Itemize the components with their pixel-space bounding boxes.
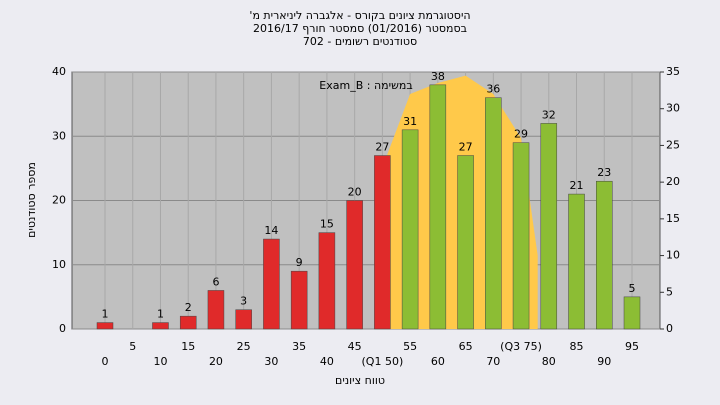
x-tick-label: 35 <box>292 340 306 353</box>
y2-tick-label: 35 <box>666 65 680 78</box>
value-label: 1 <box>102 308 109 321</box>
x-tick-label: 55 <box>403 340 417 353</box>
bar <box>179 315 197 330</box>
title-line: בסמסטר (01/2016) סמסטר חורף 2016/17 <box>253 22 467 35</box>
x-tick-label: 45 <box>348 340 362 353</box>
x-tick-label: 0 <box>102 355 109 368</box>
annotation: Exam_B : במשימה <box>319 79 412 92</box>
x-tick-label: 85 <box>570 340 584 353</box>
x-tick-label: (Q1 50) <box>362 355 404 368</box>
bar <box>596 180 613 330</box>
value-label: 5 <box>629 282 636 295</box>
x-tick-label: 25 <box>237 340 251 353</box>
x-tick-label: 40 <box>320 355 334 368</box>
y-tick-label: 40 <box>52 65 66 78</box>
value-label: 29 <box>514 128 528 141</box>
x-tick-label: 20 <box>209 355 223 368</box>
bar <box>429 84 447 330</box>
value-label: 31 <box>403 115 417 128</box>
value-label: 14 <box>264 224 278 237</box>
y2-tick-label: 5 <box>666 285 673 298</box>
x-tick-label: 30 <box>264 355 278 368</box>
value-label: 27 <box>375 141 389 154</box>
y2-tick-label: 0 <box>666 322 673 335</box>
bar <box>96 322 114 330</box>
value-label: 27 <box>459 141 473 154</box>
value-label: 2 <box>185 301 192 314</box>
x-tick-label: 70 <box>486 355 500 368</box>
y-tick-label: 30 <box>52 129 66 142</box>
value-label: 15 <box>320 218 334 231</box>
x-tick-label: 90 <box>597 355 611 368</box>
bar <box>318 232 336 330</box>
y-tick-label: 20 <box>52 194 66 207</box>
bar <box>290 270 308 330</box>
title-line: סטודנטים רשומים - 702 <box>303 35 417 48</box>
value-label: 6 <box>212 275 219 288</box>
bar <box>540 123 558 330</box>
y-axis-title: מספר סטודנטים <box>25 162 38 238</box>
bar <box>152 322 169 330</box>
bar <box>457 155 474 330</box>
bar <box>512 142 530 330</box>
x-tick-label: 15 <box>181 340 195 353</box>
x-tick-label: 80 <box>542 355 556 368</box>
bar <box>207 290 225 330</box>
y2-tick-label: 30 <box>666 102 680 115</box>
y-tick-label: 0 <box>59 322 66 335</box>
x-tick-label: 95 <box>625 340 639 353</box>
title-line: 'היסטוגרמת ציונים בקורס - אלגברה ליניארי… <box>249 9 470 22</box>
value-label: 38 <box>431 70 445 83</box>
value-label: 9 <box>296 256 303 269</box>
bar <box>374 155 391 330</box>
bar <box>346 200 363 330</box>
y2-tick-label: 10 <box>666 249 680 262</box>
y2-tick-label: 25 <box>666 138 680 151</box>
bar <box>623 296 641 330</box>
bar <box>485 97 502 330</box>
x-tick-label: 5 <box>129 340 136 353</box>
x-tick-label: 10 <box>153 355 167 368</box>
value-label: 1 <box>157 308 164 321</box>
y2-tick-label: 15 <box>666 212 680 225</box>
value-label: 32 <box>542 108 556 121</box>
bar <box>235 309 252 330</box>
x-axis-title: טווח ציונים <box>335 374 385 387</box>
x-tick-label: (Q3 75) <box>500 340 542 353</box>
y2-tick-label: 20 <box>666 175 680 188</box>
value-label: 20 <box>348 186 362 199</box>
value-label: 3 <box>240 295 247 308</box>
value-label: 23 <box>597 166 611 179</box>
bar <box>568 193 585 330</box>
bar <box>401 129 419 330</box>
x-tick-label: 60 <box>431 355 445 368</box>
x-tick-label: 65 <box>459 340 473 353</box>
value-label: 36 <box>486 83 500 96</box>
bar <box>263 238 280 330</box>
y-tick-label: 10 <box>52 258 66 271</box>
value-label: 21 <box>570 179 584 192</box>
